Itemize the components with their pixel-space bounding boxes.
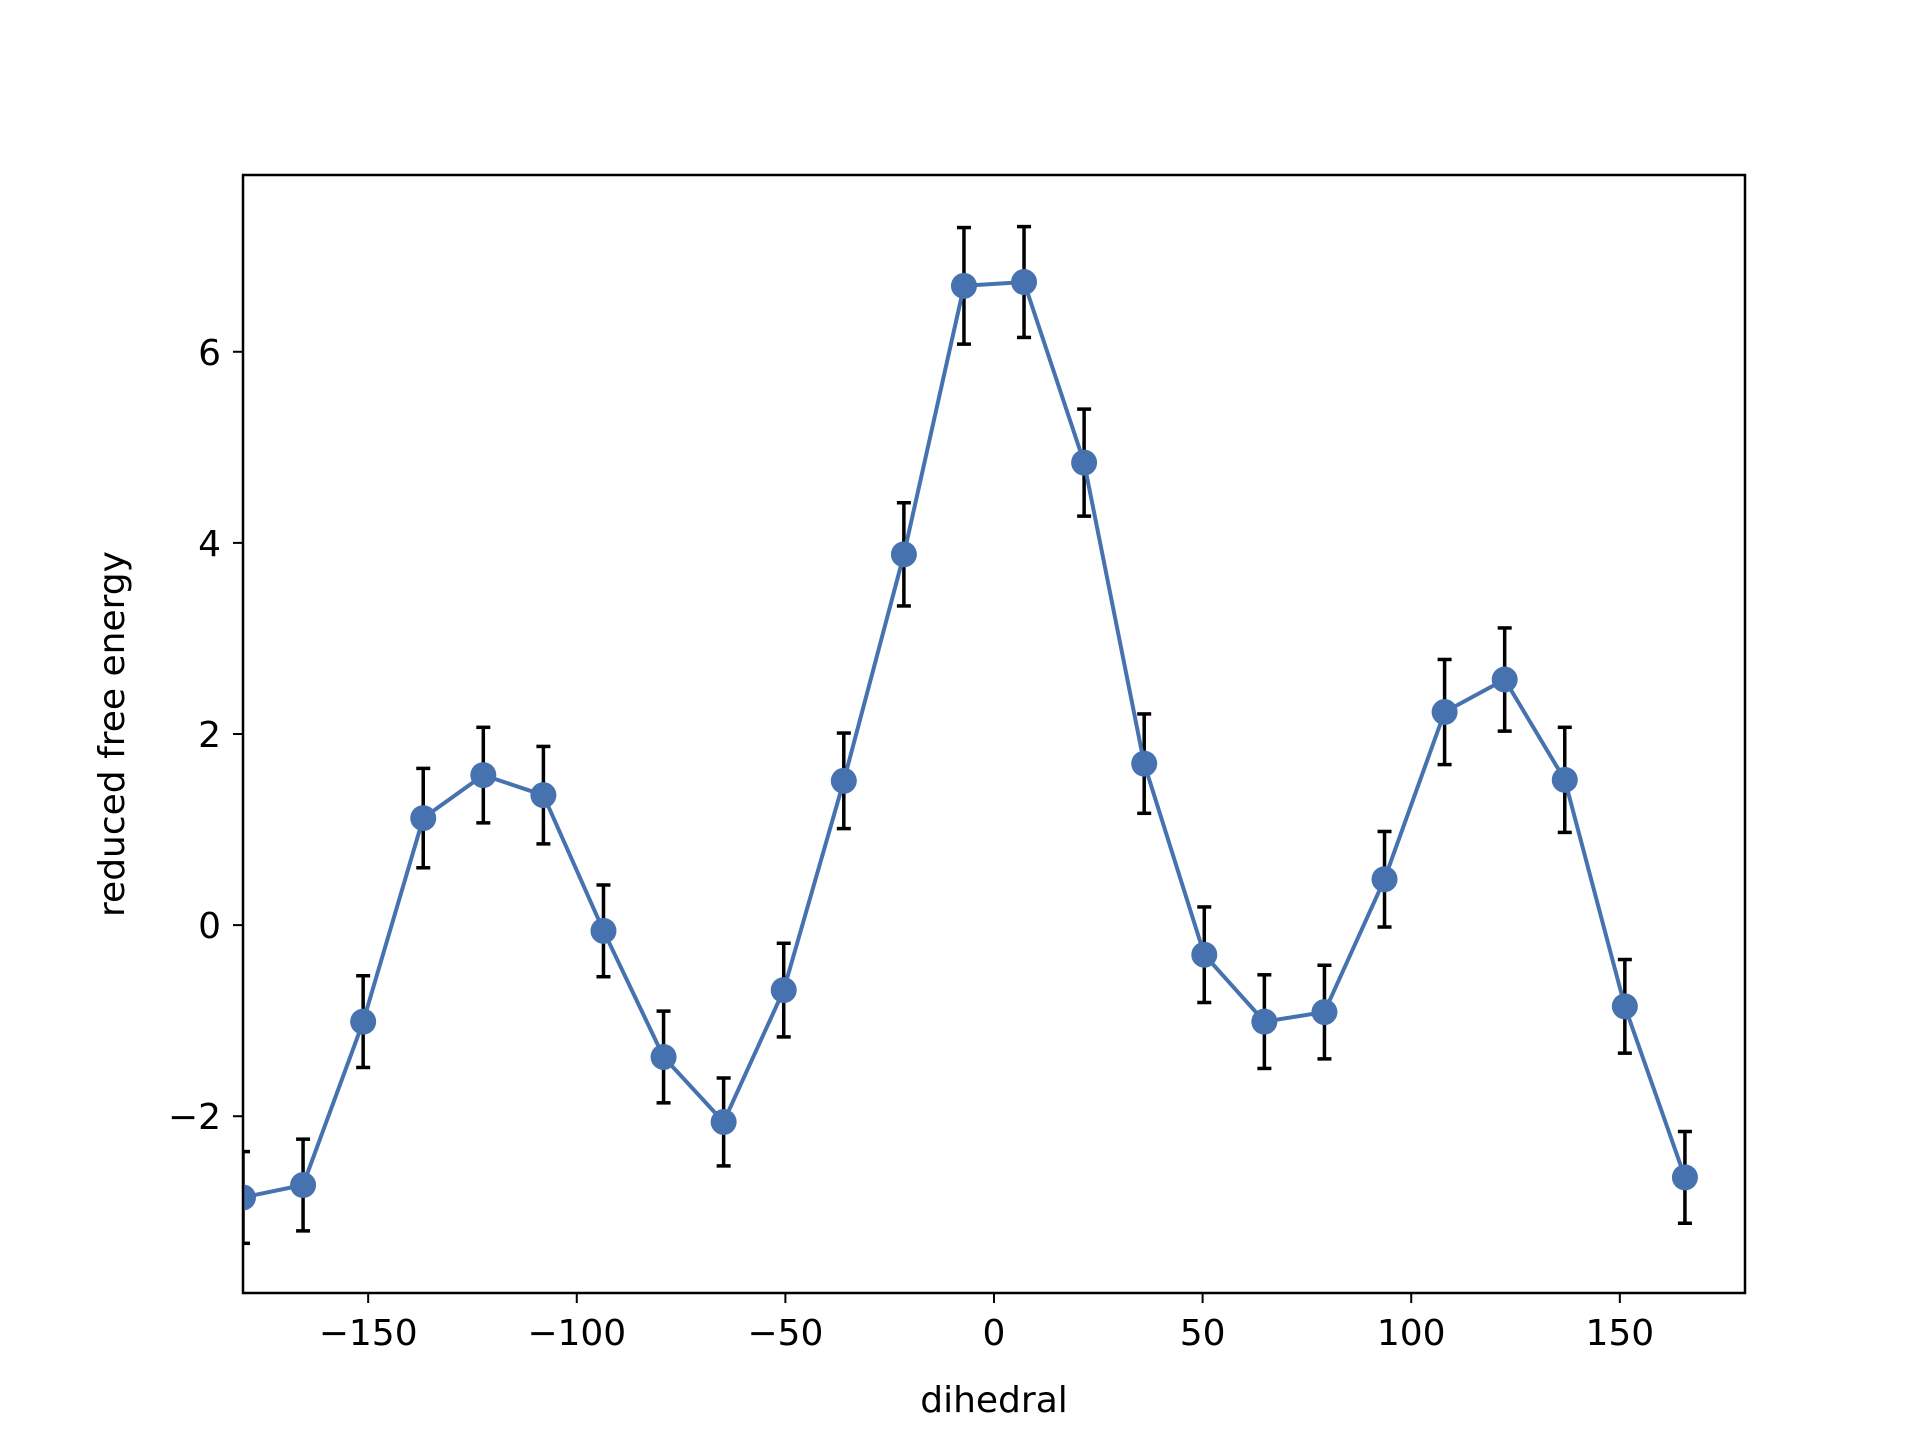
data-point-22 <box>1551 766 1578 793</box>
data-point-17 <box>1251 1008 1278 1035</box>
x-tick-label-5: 100 <box>1377 1313 1446 1354</box>
data-point-16 <box>1191 941 1218 968</box>
data-point-0 <box>243 1184 256 1211</box>
y-tick-label-4: 6 <box>198 333 221 374</box>
data-point-6 <box>590 917 617 944</box>
data-point-18 <box>1311 999 1338 1026</box>
errorbar-0 <box>243 1149 250 1246</box>
data-point-10 <box>830 767 857 794</box>
x-tick-label-3: 0 <box>983 1313 1006 1354</box>
data-point-7 <box>650 1043 677 1070</box>
data-point-1 <box>290 1172 317 1199</box>
data-point-15 <box>1131 750 1158 777</box>
y-tick-label-0: −2 <box>168 1097 221 1138</box>
data-point-13 <box>1011 269 1038 296</box>
data-point-5 <box>530 782 557 809</box>
data-point-23 <box>1611 993 1638 1020</box>
data-point-3 <box>410 805 437 832</box>
y-tick-label-2: 2 <box>198 715 221 756</box>
data-point-19 <box>1371 866 1398 893</box>
data-point-20 <box>1431 699 1458 726</box>
y-axis-title: reduced free energy <box>92 551 133 917</box>
data-point-2 <box>350 1008 377 1035</box>
x-tick-label-4: 50 <box>1180 1313 1226 1354</box>
data-point-21 <box>1491 666 1518 693</box>
data-point-24 <box>1671 1164 1698 1191</box>
y-axis-ticks: −2 0 2 4 6 <box>168 333 243 1138</box>
data-point-11 <box>890 541 917 568</box>
x-tick-label-6: 150 <box>1585 1313 1654 1354</box>
data-point-14 <box>1071 449 1098 476</box>
data-point-9 <box>770 977 797 1004</box>
marker-layer <box>243 269 1698 1211</box>
y-tick-label-1: 0 <box>198 906 221 947</box>
data-point-8 <box>710 1108 737 1135</box>
x-axis-ticks: −150 −100 −50 0 50 100 150 <box>319 1293 1654 1354</box>
x-tick-label-1: −100 <box>527 1313 626 1354</box>
y-tick-label-3: 4 <box>198 524 221 565</box>
x-axis-title: dihedral <box>920 1380 1068 1421</box>
x-tick-label-2: −50 <box>747 1313 823 1354</box>
x-tick-label-0: −150 <box>319 1313 418 1354</box>
data-point-12 <box>950 272 977 299</box>
data-point-4 <box>470 762 497 789</box>
